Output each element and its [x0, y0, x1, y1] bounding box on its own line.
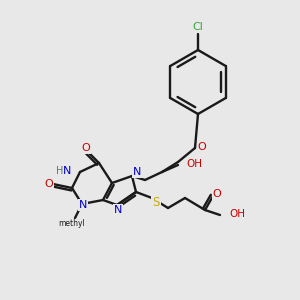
- Text: O: O: [213, 189, 221, 199]
- Text: S: S: [152, 196, 160, 208]
- Text: O: O: [45, 179, 53, 189]
- Text: OH: OH: [186, 159, 202, 169]
- Text: H: H: [56, 166, 63, 176]
- Text: Cl: Cl: [193, 22, 203, 32]
- Text: methyl: methyl: [58, 220, 85, 229]
- Text: O: O: [82, 143, 90, 153]
- Text: N: N: [79, 200, 87, 210]
- Text: N: N: [63, 166, 71, 176]
- Text: O: O: [198, 142, 206, 152]
- Text: N: N: [114, 205, 122, 215]
- Text: OH: OH: [229, 209, 245, 219]
- Text: N: N: [133, 167, 141, 177]
